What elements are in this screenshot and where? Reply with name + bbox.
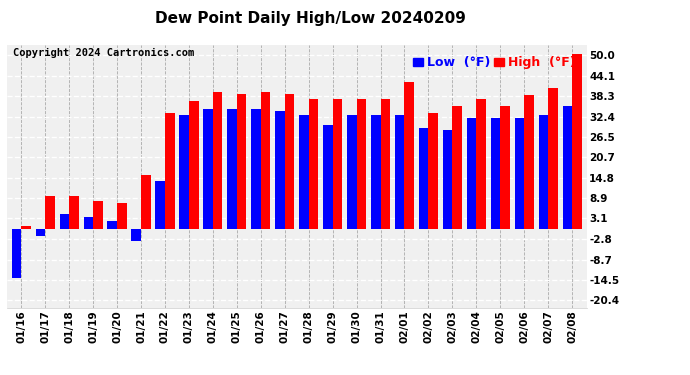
Bar [562, 106, 572, 229]
Bar [395, 114, 404, 229]
Bar [36, 229, 46, 236]
Bar [323, 125, 333, 229]
Bar [227, 110, 237, 229]
Bar [419, 129, 428, 229]
Text: Copyright 2024 Cartronics.com: Copyright 2024 Cartronics.com [12, 48, 194, 58]
Text: Dew Point Daily High/Low 20240209: Dew Point Daily High/Low 20240209 [155, 11, 466, 26]
Bar [453, 106, 462, 229]
Bar [213, 92, 222, 229]
Bar [476, 99, 486, 229]
Bar [357, 99, 366, 229]
Bar [275, 111, 285, 229]
Bar [524, 95, 534, 229]
Bar [428, 113, 438, 229]
Bar [189, 100, 199, 229]
Bar [515, 118, 524, 229]
Bar [285, 94, 295, 229]
Bar [333, 99, 342, 229]
Bar [404, 81, 414, 229]
Bar [131, 229, 141, 242]
Bar [12, 229, 21, 278]
Bar [141, 176, 150, 229]
Bar [539, 114, 548, 229]
Legend: Low  (°F), High  (°F): Low (°F), High (°F) [408, 51, 580, 74]
Bar [117, 203, 127, 229]
Bar [59, 214, 69, 229]
Bar [548, 88, 558, 229]
Bar [108, 220, 117, 229]
Bar [155, 181, 165, 229]
Bar [93, 201, 103, 229]
Bar [466, 118, 476, 229]
Bar [261, 92, 270, 229]
Bar [204, 110, 213, 229]
Bar [500, 106, 510, 229]
Bar [299, 114, 308, 229]
Bar [443, 130, 453, 229]
Bar [572, 54, 582, 229]
Bar [165, 113, 175, 229]
Bar [83, 217, 93, 229]
Bar [347, 114, 357, 229]
Bar [21, 226, 31, 229]
Bar [371, 114, 380, 229]
Bar [308, 99, 318, 229]
Bar [46, 196, 55, 229]
Bar [179, 114, 189, 229]
Bar [491, 118, 500, 229]
Bar [251, 110, 261, 229]
Bar [237, 94, 246, 229]
Bar [69, 196, 79, 229]
Bar [380, 99, 390, 229]
